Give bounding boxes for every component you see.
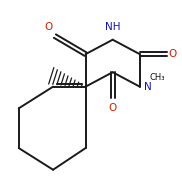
Text: N: N [144,82,152,92]
Text: NH: NH [105,22,120,33]
Text: CH₃: CH₃ [150,73,165,82]
Text: O: O [45,22,53,33]
Text: O: O [108,103,117,113]
Text: O: O [169,49,177,59]
